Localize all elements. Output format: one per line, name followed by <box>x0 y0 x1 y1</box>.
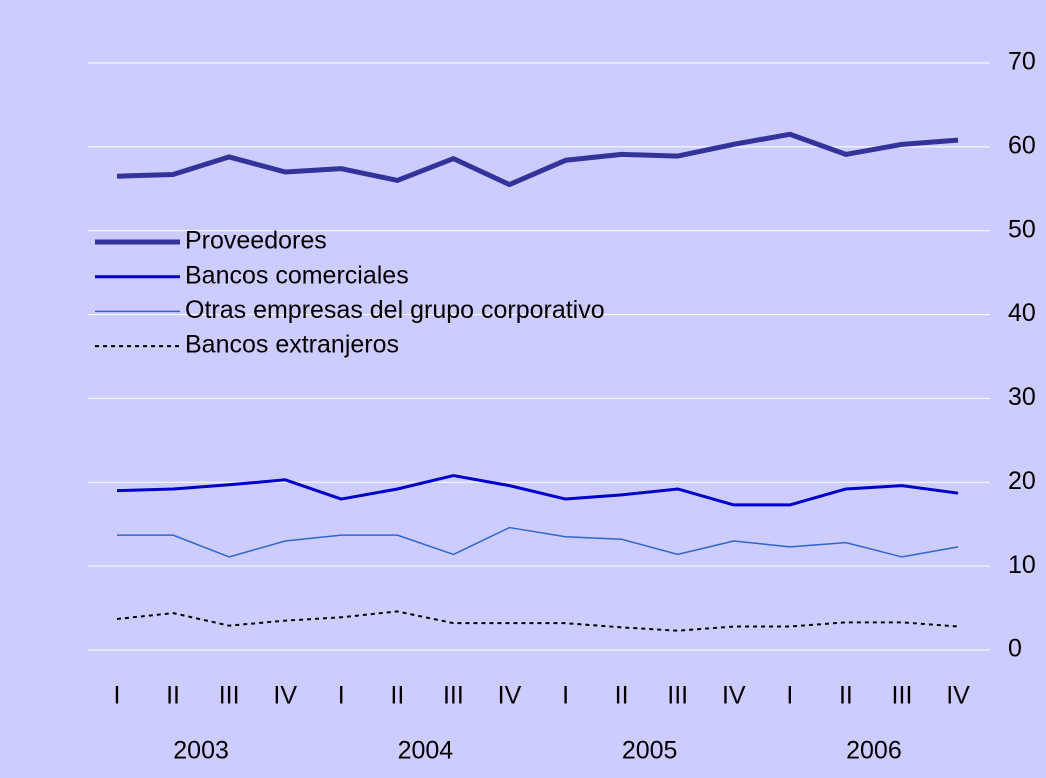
x-tick-label: I <box>562 682 569 710</box>
x-group-label: 2004 <box>398 737 454 765</box>
x-group-label: 2005 <box>622 737 678 765</box>
x-tick-label: III <box>219 682 240 710</box>
y-tick-label: 50 <box>1008 215 1036 243</box>
legend-label: Bancos comerciales <box>185 261 409 289</box>
x-group-label: 2006 <box>846 737 902 765</box>
x-tick-label: IV <box>946 682 970 710</box>
x-tick-label: I <box>114 682 121 710</box>
x-tick-label: I <box>338 682 345 710</box>
legend-label: Proveedores <box>185 227 327 255</box>
y-tick-label: 20 <box>1008 467 1036 495</box>
x-tick-label: II <box>166 682 180 710</box>
series-line <box>116 474 959 507</box>
legend-label: Bancos extranjeros <box>185 331 399 359</box>
x-tick-label: IV <box>273 682 297 710</box>
series-line <box>117 526 959 558</box>
x-tick-label: II <box>839 682 853 710</box>
x-tick-label: III <box>443 682 464 710</box>
x-tick-label: IV <box>722 682 746 710</box>
y-tick-label: 60 <box>1008 131 1036 159</box>
x-tick-label: IV <box>498 682 522 710</box>
legend-label: Otras empresas del grupo corporativo <box>185 296 605 324</box>
x-tick-label: I <box>786 682 793 710</box>
x-tick-label: III <box>667 682 688 710</box>
x-tick-label: II <box>615 682 629 710</box>
series-line <box>116 610 959 632</box>
y-tick-label: 70 <box>1008 48 1036 76</box>
y-tick-label: 40 <box>1008 299 1036 327</box>
y-tick-label: 0 <box>1008 635 1022 663</box>
y-tick-label: 30 <box>1008 383 1036 411</box>
x-tick-label: II <box>390 682 404 710</box>
x-tick-label: III <box>892 682 913 710</box>
series-line <box>116 131 959 188</box>
y-tick-label: 10 <box>1008 551 1036 579</box>
x-group-label: 2003 <box>173 737 229 765</box>
